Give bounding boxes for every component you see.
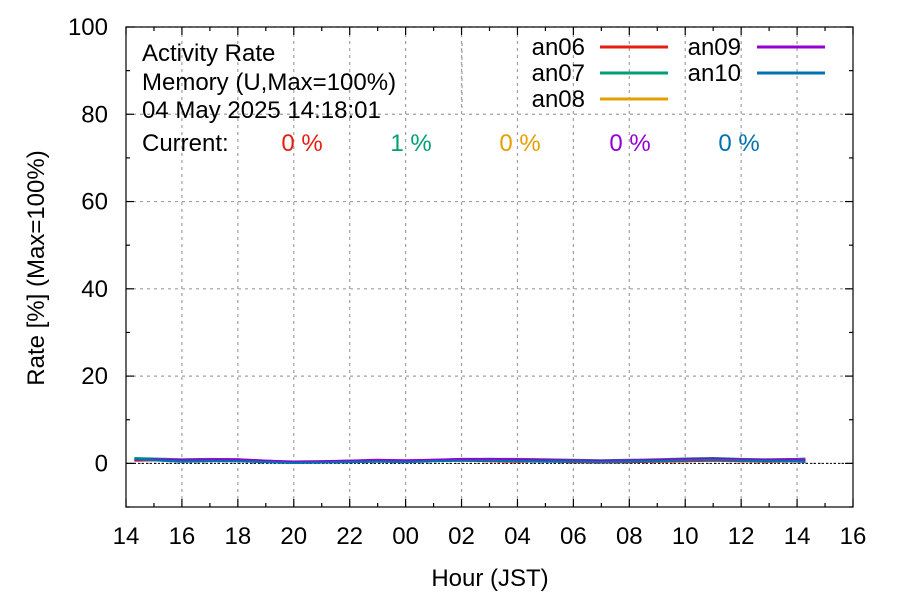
series-line-an09: [134, 457, 806, 463]
legend-label-an10: an10: [688, 60, 741, 87]
x-tick-label: 02: [448, 523, 475, 550]
y-tick-label: 20: [81, 363, 108, 390]
axis-ticks: [125, 26, 854, 508]
legend-label-an08: an08: [532, 86, 585, 113]
current-value-an10: 0 %: [718, 130, 759, 157]
y-tick-label: 80: [81, 101, 108, 128]
x-tick-label: 18: [224, 523, 251, 550]
y-tick-label: 100: [68, 14, 108, 41]
x-tick-label: 16: [840, 523, 867, 550]
legend-label-an07: an07: [532, 60, 585, 87]
y-axis-title: Rate [%] (Max=100%): [23, 150, 50, 385]
current-value-an06: 0 %: [281, 130, 322, 157]
y-tick-label: 40: [81, 276, 108, 303]
x-tick-label: 14: [113, 523, 140, 550]
x-tick-label: 04: [504, 523, 531, 550]
x-tick-label: 20: [280, 523, 307, 550]
legend-label-an06: an06: [532, 34, 585, 61]
chart-title: Activity Rate: [142, 40, 275, 67]
x-tick-label: 14: [784, 523, 811, 550]
x-tick-label: 08: [616, 523, 643, 550]
x-tick-label: 16: [169, 523, 196, 550]
x-tick-labels: 14 16 18 20 22 00 02 04 06 08 10 12 14 16: [113, 523, 867, 550]
x-tick-label: 10: [672, 523, 699, 550]
current-value-an09: 0 %: [609, 130, 650, 157]
chart-timestamp: 04 May 2025 14:18:01: [142, 97, 381, 124]
current-label: Current:: [142, 130, 229, 157]
legend-label-an09: an09: [688, 34, 741, 61]
x-tick-label: 00: [392, 523, 419, 550]
y-tick-labels: 0 20 40 60 80 100: [68, 14, 108, 477]
x-tick-label: 12: [728, 523, 755, 550]
current-value-an07: 1 %: [390, 130, 431, 157]
x-axis-title: Hour (JST): [431, 565, 548, 592]
x-tick-label: 06: [560, 523, 587, 550]
y-tick-label: 0: [95, 450, 108, 477]
y-tick-label: 60: [81, 189, 108, 216]
series-line-an10: [134, 457, 806, 464]
chart-subtitle: Memory (U,Max=100%): [142, 69, 396, 96]
series-lines: [134, 457, 806, 464]
current-values: 0 % 1 % 0 % 0 % 0 %: [281, 130, 759, 157]
x-tick-label: 22: [336, 523, 363, 550]
current-value-an08: 0 %: [499, 130, 540, 157]
